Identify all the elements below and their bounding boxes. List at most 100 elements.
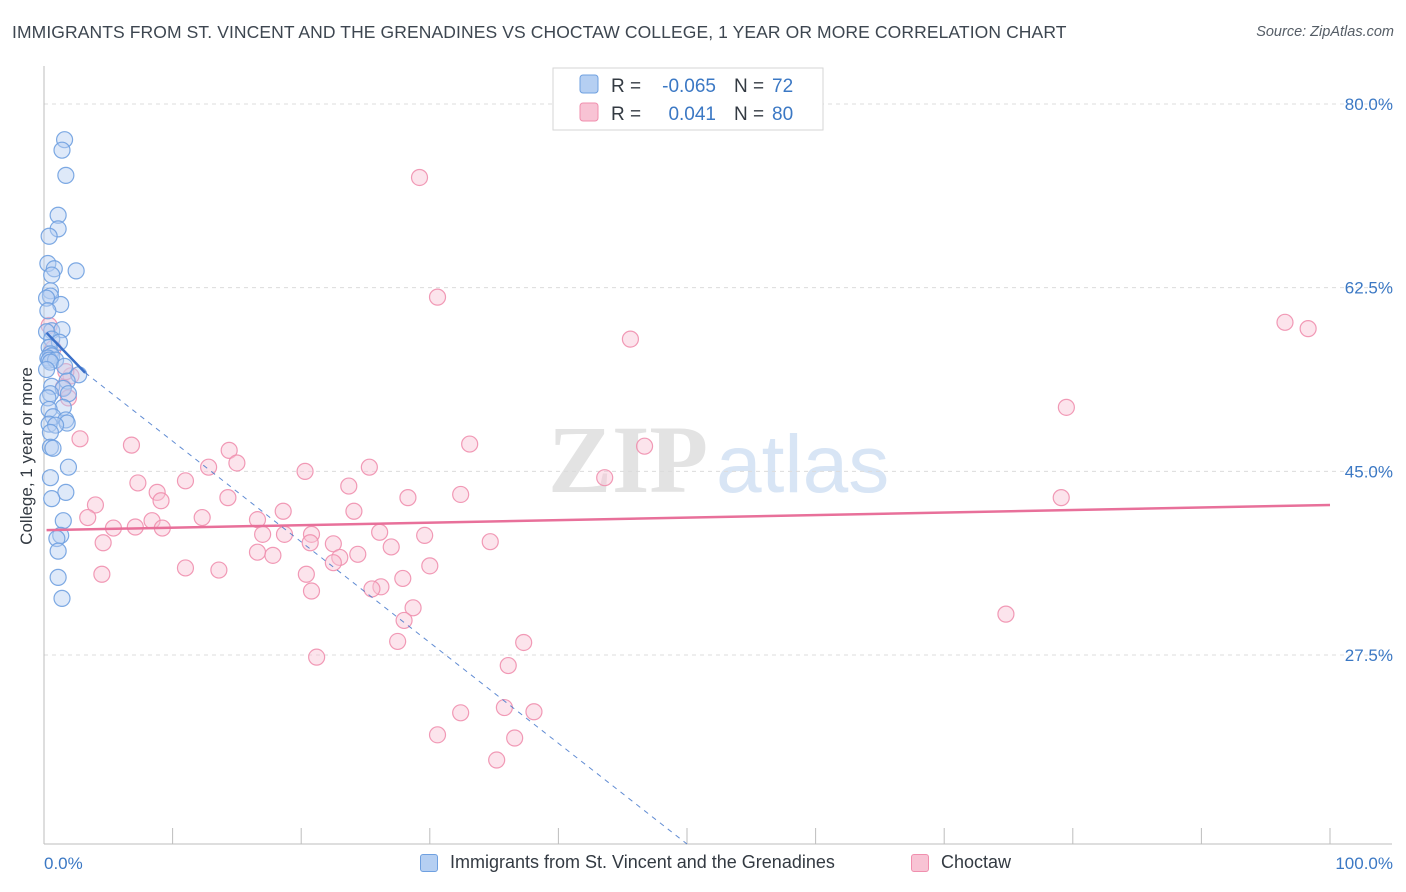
data-point-st-vincent [49,568,67,586]
stats-swatch-blue [579,74,599,94]
data-point-choctaw [122,436,141,454]
data-point-choctaw [324,554,342,572]
data-point-choctaw [596,469,614,487]
data-point-choctaw [404,599,422,617]
data-point-st-vincent [57,166,75,184]
data-point-st-vincent [59,458,78,476]
data-point-choctaw [416,526,434,544]
data-point-choctaw [1299,320,1317,338]
chart-source: Source: ZipAtlas.com [1256,24,1394,40]
stats-n-label: N = [734,104,764,125]
data-point-choctaw [152,492,170,510]
stats-swatch-pink [579,102,599,122]
trend-line-choctaw [46,503,1331,532]
data-point-st-vincent [49,542,67,560]
data-point-choctaw [93,565,111,583]
data-point-choctaw [264,546,282,564]
legend-item-choctaw: Choctaw [911,852,1011,873]
data-point-choctaw [395,611,413,630]
data-point-choctaw [126,518,144,536]
data-point-choctaw [210,561,228,579]
data-point-choctaw [997,605,1015,623]
data-point-choctaw [382,538,400,556]
y-tick-label: 27.5% [1345,646,1393,665]
bottom-legend: Immigrants from St. Vincent and the Gren… [0,850,1406,880]
data-point-choctaw [302,582,321,600]
data-point-st-vincent [54,379,72,398]
data-point-choctaw [193,508,211,527]
y-tick-label: 80.0% [1345,95,1393,114]
data-point-choctaw [360,458,378,476]
data-point-choctaw [506,729,524,747]
data-point-choctaw [59,389,78,407]
data-point-st-vincent [49,206,67,224]
data-point-choctaw [228,454,246,472]
data-point-choctaw [525,703,543,721]
data-point-choctaw [452,704,470,722]
data-point-choctaw [219,489,237,507]
legend-label-choctaw: Choctaw [941,852,1012,872]
data-point-choctaw [274,502,292,520]
data-point-choctaw [499,656,517,675]
stats-n-value: 72 [772,76,793,97]
data-point-choctaw [200,458,218,476]
watermark-zip: ZIP [548,406,708,513]
data-point-choctaw [635,437,654,455]
data-point-choctaw [301,534,319,552]
data-point-choctaw [349,545,367,563]
data-point-choctaw [94,534,112,552]
stats-r-value: 0.041 [668,104,716,125]
data-point-choctaw [421,557,439,575]
data-point-choctaw [428,288,447,306]
gridlines [44,103,1392,656]
data-point-st-vincent [67,262,85,280]
trend-line-st-vincent [45,331,87,374]
data-point-st-vincent [43,266,61,284]
data-point-choctaw [461,435,479,453]
data-point-choctaw [410,168,429,187]
data-point-st-vincent [55,131,74,149]
data-point-choctaw [1057,398,1075,416]
data-point-choctaw [515,633,533,652]
trend-lines [45,331,1331,845]
watermark-atlas: atlas [716,419,889,510]
x-tick-label-max: 100.0% [1335,854,1393,873]
data-point-st-vincent [57,483,75,501]
data-point-choctaw [176,472,195,490]
stats-n-label: N = [734,76,764,97]
data-point-st-vincent [54,512,72,530]
data-point-choctaw [248,543,267,561]
data-point-choctaw [495,698,513,717]
data-point-choctaw [176,559,195,577]
data-point-choctaw [86,496,105,514]
data-point-choctaw [340,477,358,495]
legend-item-st-vincent: Immigrants from St. Vincent and the Gren… [420,852,835,873]
stats-legend: R = -0.065 N = 72 R = 0.041 N = 80 [552,67,824,131]
data-point-choctaw [488,751,506,769]
data-point-choctaw [71,430,89,448]
data-point-choctaw [371,523,389,541]
data-point-st-vincent [41,423,60,442]
y-axis-label: College, 1 year or more [17,367,36,545]
stats-r-label: R = [611,76,641,97]
trend-line-st-vincent-extension [84,372,688,845]
data-point-choctaw [1052,489,1070,507]
data-point-st-vincent [53,141,71,159]
x-tick-label-min: 0.0% [44,854,83,873]
data-point-st-vincent [40,227,58,245]
tick-labels: 27.5% 45.0% 62.5% 80.0% 0.0% 100.0% [44,95,1393,873]
data-point-choctaw [345,502,363,520]
data-point-choctaw [452,485,470,504]
data-point-st-vincent [37,360,56,379]
stats-r-value: -0.065 [662,76,716,97]
data-point-choctaw [389,632,407,651]
data-point-st-vincent [50,333,69,351]
y-tick-label: 45.0% [1345,462,1393,481]
data-point-choctaw [428,726,447,744]
data-point-choctaw [297,565,315,583]
axes [43,66,1392,845]
y-tick-label: 62.5% [1345,279,1393,298]
data-point-choctaw [254,525,272,543]
legend-swatch-blue [420,853,438,872]
